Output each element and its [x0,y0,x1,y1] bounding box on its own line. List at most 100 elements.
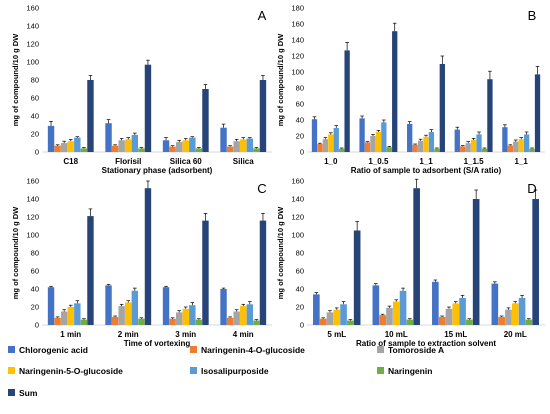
bar-isosalipurposide [518,298,526,325]
bar-tomoroside-a [60,311,68,325]
y-tick-label: 20 [31,303,39,312]
legend-swatch [190,346,197,353]
bar-tomoroside-a [445,308,453,325]
bar-sum [353,230,361,325]
bar-naringenin [195,319,203,325]
bar-naringenin-4-o-glucoside [111,145,119,152]
bar-isosalipurposide [399,290,407,325]
bar-isosalipurposide [246,304,254,325]
bar-naringenin-4-o-glucoside [54,317,61,325]
bar-chlorogenic-acid [359,118,365,152]
y-tick-label: 40 [296,285,304,294]
legend-label: Naringenin-5-O-glucoside [19,366,123,376]
bar-chlorogenic-acid [311,119,318,152]
bar-sum [534,74,541,152]
bar-tomoroside-a [465,143,471,152]
y-tick-label: 160 [26,177,39,186]
category-label: Silica 60 [170,157,203,166]
bar-chlorogenic-acid [105,285,112,325]
category-label: 3 min [175,330,196,339]
y-tick-label: 40 [31,285,39,294]
bar-sum [202,220,209,325]
category-label: 1_1 [515,157,529,166]
y-tick-label: 20 [31,130,39,139]
y-tick-label: 140 [291,36,304,45]
bar-isosalipurposide [340,304,347,325]
y-tick-label: 100 [26,58,39,67]
bar-naringenin-4-o-glucoside [438,316,446,325]
y-tick-label: 160 [26,4,39,13]
category-label: 2 min [118,330,139,339]
category-label: 1_1.5 [464,157,485,166]
bar-naringenin-4-o-glucoside [412,144,418,152]
bar-naringenin-4-o-glucoside [507,145,513,152]
y-tick-label: 20 [296,303,304,312]
bar-chlorogenic-acid [220,127,227,152]
y-tick-label: 80 [31,76,39,85]
bar-naringenin-5-o-glucoside [375,132,382,152]
bar-sum [532,199,539,325]
bar-sum [472,199,480,325]
bar-chlorogenic-acid [313,294,320,325]
bar-chlorogenic-acid [162,287,170,325]
bar-naringenin [80,148,88,152]
bar-chlorogenic-acid [47,287,55,325]
bar-naringenin-4-o-glucoside [111,316,119,325]
x-axis-title: Time of vortexing [124,339,191,348]
y-tick-label: 120 [291,52,304,61]
bar-naringenin [138,318,145,325]
category-label: 10 mL [385,330,408,339]
legend-label: Isosalipurposide [201,366,269,376]
bar-naringenin-4-o-glucoside [317,144,323,152]
chart-panel-a: 0 20 40 60 80 100 120 140 160 C18 Florisil Silica 6… [11,4,272,175]
bar-chlorogenic-acid [454,129,460,152]
category-label: C18 [63,157,78,166]
bar-sum [344,50,350,152]
bar-tomoroside-a [386,307,393,325]
chart-panel-b: 0 20 40 60 80 100 120 140 160 180 1_0 1_0.5 1_1 1_1.5… [276,4,545,175]
bar-isosalipurposide [189,137,196,152]
y-tick-label: 120 [291,213,304,222]
bar-naringenin [529,148,535,152]
legend-swatch [377,367,384,374]
bar-isosalipurposide [476,134,482,152]
bar-naringenin-4-o-glucoside [460,146,466,152]
bar-naringenin-4-o-glucoside [364,142,371,152]
bar-isosalipurposide [246,138,254,152]
panel-label: C [257,181,266,196]
panel-label: D [527,181,536,196]
y-tick-label: 80 [296,84,304,93]
bar-naringenin-5-o-glucoside [125,302,132,325]
bar-naringenin-4-o-glucoside [169,146,176,152]
bar-tomoroside-a [118,140,125,152]
bar-naringenin [466,319,473,325]
bar-chlorogenic-acid [47,125,55,152]
bar-tomoroside-a [118,306,125,325]
y-tick-label: 80 [296,249,304,258]
bar-naringenin-5-o-glucoside [452,303,460,325]
bar-tomoroside-a [60,143,68,152]
bar-chlorogenic-acid [220,289,227,325]
y-axis-title: mg of compound/10 g DW [11,33,20,126]
bar-naringenin-5-o-glucoside [328,134,334,152]
bar-sum [87,216,94,325]
y-tick-label: 60 [31,267,39,276]
category-label: Silica [233,157,254,166]
bar-naringenin [339,148,345,152]
legend-label: Tomoroside A [388,345,444,355]
bar-chlorogenic-acid [502,127,508,152]
y-tick-label: 100 [291,68,304,77]
bar-tomoroside-a [505,309,512,325]
bar-chlorogenic-acid [407,124,413,152]
y-tick-label: 160 [291,177,304,186]
bar-chlorogenic-acid [162,140,170,152]
bar-naringenin-5-o-glucoside [240,139,247,152]
bar-tomoroside-a [513,141,519,152]
bar-tomoroside-a [233,311,240,325]
bar-sum [439,64,445,152]
bar-naringenin [481,148,488,152]
bar-naringenin [195,148,203,152]
category-label: 1 min [60,330,81,339]
legend-label: Naringenin-4-O-glucoside [201,345,305,355]
y-tick-label: 140 [26,195,39,204]
